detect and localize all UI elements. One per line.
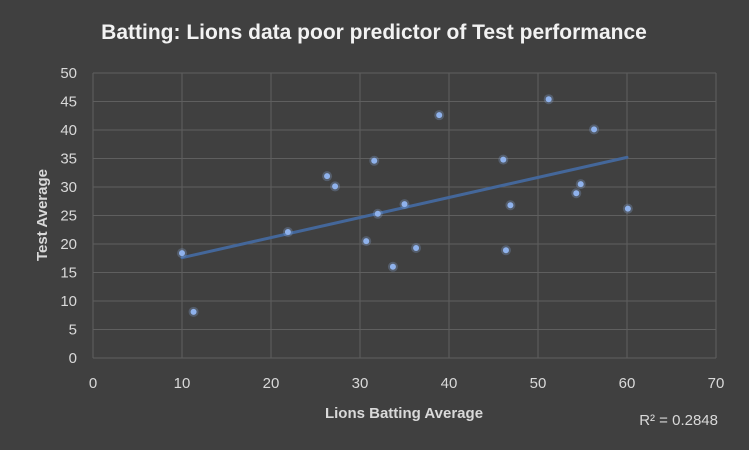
chart-title: Batting: Lions data poor predictor of Te…	[101, 21, 647, 44]
x-tick-label-2: 20	[263, 375, 280, 392]
data-point-11	[436, 112, 443, 119]
y-tick-label-4: 20	[60, 236, 77, 253]
y-tick-label-0: 0	[69, 350, 77, 367]
data-points	[177, 94, 633, 317]
y-tick-label-1: 5	[69, 322, 77, 339]
x-tick-label-4: 40	[441, 375, 458, 392]
r-squared-label: R² = 0.2848	[639, 412, 718, 429]
x-tick-label-7: 70	[708, 375, 725, 392]
y-tick-label-6: 30	[60, 179, 77, 196]
data-point-2	[284, 229, 291, 236]
x-tick-label-5: 50	[530, 375, 547, 392]
data-point-19	[624, 205, 631, 212]
y-tick-label-8: 40	[60, 122, 77, 139]
data-point-10	[413, 244, 420, 251]
data-point-14	[507, 202, 514, 209]
y-tick-label-7: 35	[60, 151, 77, 168]
x-tick-label-6: 60	[619, 375, 636, 392]
x-tick-label-0: 0	[89, 375, 97, 392]
data-point-3	[324, 173, 331, 180]
data-point-4	[332, 183, 339, 190]
data-point-12	[500, 156, 507, 163]
y-axis-label: Test Average	[34, 169, 51, 261]
data-point-7	[363, 238, 370, 245]
gridlines	[92, 72, 717, 359]
tick-labels: 0 10 20 30 40 50 60 70 0 5 10 15 20 25 30 35 40 45 50	[60, 65, 724, 392]
data-point-5	[371, 157, 378, 164]
data-point-13	[502, 247, 509, 254]
data-point-0	[179, 250, 185, 257]
y-tick-label-3: 15	[60, 265, 77, 282]
trendline	[180, 155, 629, 260]
y-tick-label-10: 50	[60, 65, 77, 82]
data-point-1	[190, 308, 197, 315]
y-tick-label-2: 10	[60, 293, 77, 310]
data-point-9	[401, 201, 408, 208]
data-point-8	[389, 263, 396, 270]
data-point-18	[591, 126, 598, 133]
data-point-6	[374, 210, 381, 217]
x-tick-label-1: 10	[174, 375, 191, 392]
x-axis-label: Lions Batting Average	[325, 405, 483, 422]
x-tick-label-3: 30	[352, 375, 369, 392]
y-tick-label-9: 45	[60, 94, 77, 111]
data-point-15	[545, 96, 552, 103]
data-point-16	[573, 190, 580, 197]
data-point-17	[577, 181, 584, 188]
trendline-group	[180, 155, 629, 260]
y-tick-label-5: 25	[60, 208, 77, 225]
